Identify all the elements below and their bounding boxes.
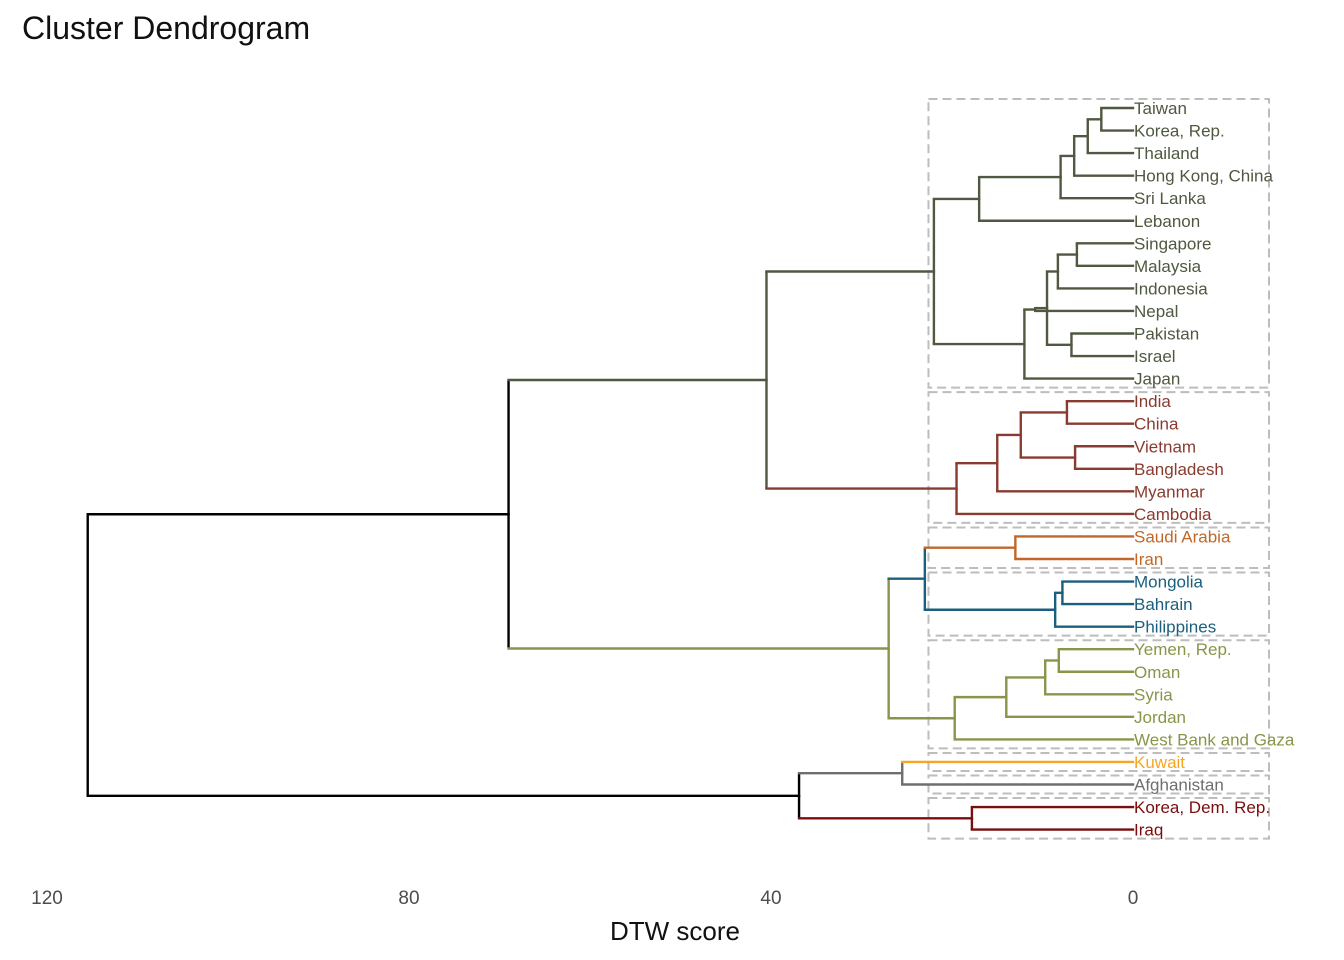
leaf-label: Saudi Arabia [1134,527,1231,546]
leaf-label: Indonesia [1134,279,1208,298]
leaf-label: Taiwan [1134,99,1187,118]
leaf-label: Korea, Rep. [1134,122,1225,141]
leaf-label: India [1134,392,1171,411]
leaf-label: Bangladesh [1134,460,1224,479]
leaf-label: Japan [1134,370,1180,389]
leaf-label: Afghanistan [1134,776,1224,795]
leaf-label: Bahrain [1134,595,1193,614]
x-tick-label: 0 [1128,888,1139,909]
leaf-label: Philippines [1134,618,1216,637]
leaf-label: Myanmar [1134,482,1205,501]
leaf-label: Malaysia [1134,257,1202,276]
leaf-label: Kuwait [1134,753,1185,772]
leaf-label: Iraq [1134,821,1163,840]
leaf-label: Thailand [1134,144,1199,163]
leaf-label: Yemen, Rep. [1134,640,1232,659]
leaf-label: Syria [1134,685,1173,704]
leaf-label: Iran [1134,550,1163,569]
leaf-label: China [1134,415,1179,434]
cluster-box-2 [927,526,1270,570]
leaf-label: West Bank and Gaza [1134,730,1295,749]
leaf-label: Singapore [1134,234,1212,253]
x-tick-label: 40 [760,888,781,909]
leaf-label: Nepal [1134,302,1178,321]
leaf-label: Pakistan [1134,325,1199,344]
leaf-label: Cambodia [1134,505,1212,524]
x-axis-title: DTW score [610,916,740,946]
leaf-label: Hong Kong, China [1134,167,1273,186]
leaf-label: Jordan [1134,708,1186,727]
leaf-label: Oman [1134,663,1180,682]
x-tick-label: 80 [398,888,419,909]
cluster-box-1 [927,391,1270,524]
x-tick-label: 120 [31,888,63,909]
chart-title: Cluster Dendrogram [22,10,311,46]
cluster-box-0 [927,98,1270,389]
leaf-label: Sri Lanka [1134,189,1206,208]
cluster-box-3 [927,571,1270,637]
cluster-box-7 [927,797,1270,840]
leaf-label: Mongolia [1134,573,1204,592]
cluster-box-4 [927,639,1270,750]
leaf-label: Lebanon [1134,212,1200,231]
leaf-label: Korea, Dem. Rep. [1134,798,1270,817]
leaf-label: Vietnam [1134,437,1196,456]
leaf-label: Israel [1134,347,1176,366]
